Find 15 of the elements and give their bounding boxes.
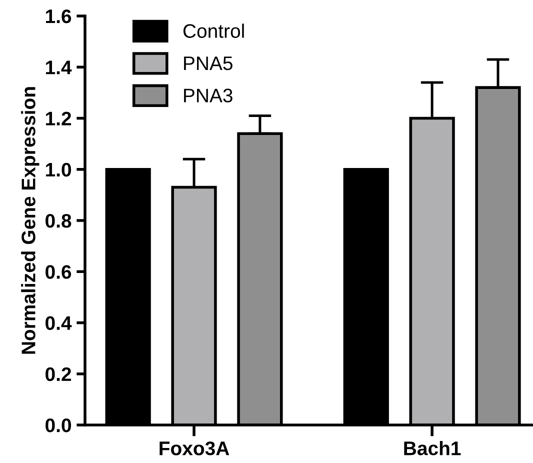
y-tick-label: 0.2 xyxy=(46,367,72,382)
y-tick-label: 0.8 xyxy=(46,214,72,228)
legend-label: PNA3 xyxy=(184,88,232,102)
y-tick-label: 0.4 xyxy=(46,316,72,330)
y-tick-label: 1.2 xyxy=(46,112,72,126)
y-tick-label: 1.6 xyxy=(46,9,72,24)
x-tick-label: Foxo3A xyxy=(160,441,230,456)
y-tick-label: 0.0 xyxy=(46,418,72,432)
y-tick-label: 1.0 xyxy=(46,162,72,177)
y-tick-label: 1.4 xyxy=(46,60,72,74)
y-tick-label: 0.6 xyxy=(46,265,72,279)
x-tick-label: Bach1 xyxy=(404,440,461,456)
legend-label: PNA5 xyxy=(184,56,232,70)
legend-label: Control xyxy=(183,24,244,38)
y-axis-title: Normalized Gene Expression xyxy=(21,87,40,354)
